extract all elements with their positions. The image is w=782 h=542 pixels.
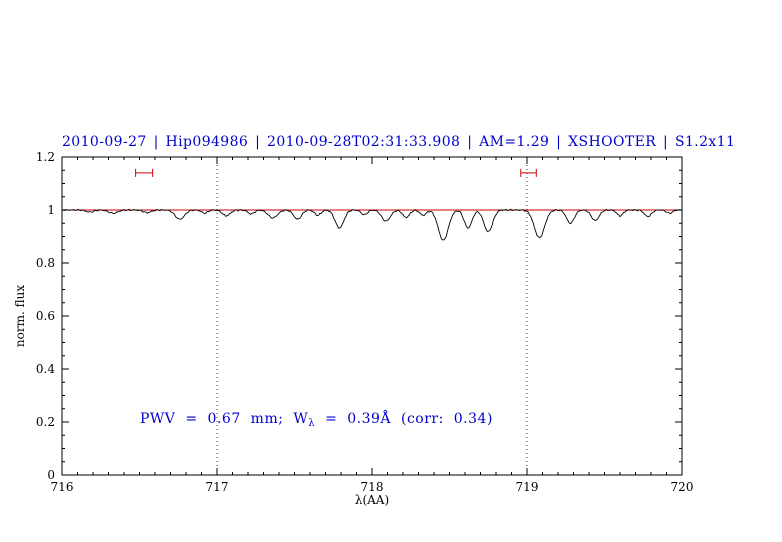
- y-tick-label: 0.8: [36, 256, 55, 270]
- pwv-annotation-pre: PWV = 0.67 mm; W: [140, 411, 309, 427]
- pwv-annotation: PWV = 0.67 mm; Wλ = 0.39Å (corr: 0.34): [140, 411, 493, 429]
- y-tick-label: 0.2: [36, 415, 55, 429]
- pwv-annotation-lambda-subscript: λ: [308, 418, 316, 429]
- x-tick-label: 717: [206, 480, 229, 494]
- y-tick-label: 0.6: [36, 309, 55, 323]
- x-axis-label: λ(AA): [354, 493, 390, 507]
- x-tick-label: 719: [516, 480, 539, 494]
- x-tick-label: 716: [51, 480, 74, 494]
- y-tick-label: 1: [47, 203, 55, 217]
- y-tick-label: 0: [47, 468, 55, 482]
- y-axis-label: norm. flux: [13, 284, 27, 348]
- y-tick-label: 1.2: [36, 150, 55, 164]
- x-tick-label: 720: [671, 480, 694, 494]
- x-tick-label: 718: [361, 480, 384, 494]
- y-tick-label: 0.4: [36, 362, 55, 376]
- pwv-annotation-post: = 0.39Å (corr: 0.34): [315, 411, 493, 427]
- plot-title: 2010-09-27 | Hip094986 | 2010-09-28T02:3…: [62, 134, 736, 150]
